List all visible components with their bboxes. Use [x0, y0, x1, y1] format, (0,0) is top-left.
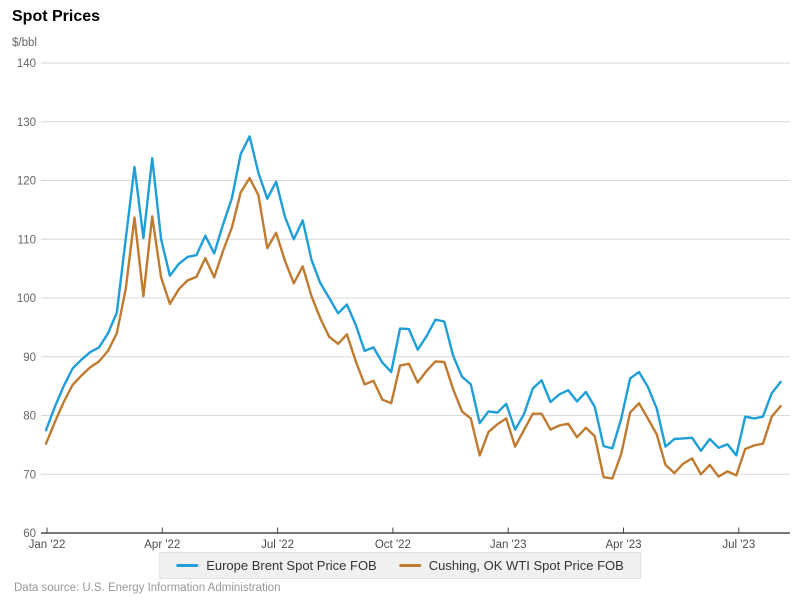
y-axis-labels: 140 130 120 110 100 90 80 70 60: [17, 58, 36, 540]
wti-line-swatch-icon: [398, 564, 421, 567]
y-gridlines: [41, 62, 790, 475]
x-tick-label: Jan '22: [29, 539, 66, 551]
y-tick-label: 60: [23, 528, 36, 540]
y-tick-label: 100: [17, 293, 36, 305]
legend-label-wti: Cushing, OK WTI Spot Price FOB: [428, 558, 624, 573]
brent-series-line[interactable]: [44, 135, 782, 457]
x-tick-label: Apr '22: [144, 539, 180, 551]
x-tick-label: Jul '22: [261, 539, 294, 551]
wti-series-line[interactable]: [44, 176, 782, 480]
y-tick-label: 120: [17, 176, 36, 188]
brent-line-swatch-icon: [176, 564, 199, 567]
x-tick-label: Apr '23: [605, 539, 641, 551]
legend-item-wti[interactable]: Cushing, OK WTI Spot Price FOB: [398, 558, 624, 573]
y-tick-label: 130: [17, 117, 36, 129]
y-tick-label: 140: [17, 58, 36, 70]
y-tick-label: 90: [23, 352, 36, 364]
legend-label-brent: Europe Brent Spot Price FOB: [206, 558, 377, 573]
x-tick-label: Jan '23: [490, 539, 527, 551]
x-tick-label: Jul '23: [722, 539, 755, 551]
y-tick-label: 110: [18, 234, 36, 246]
data-source-note: Data source: U.S. Energy Information Adm…: [14, 582, 281, 594]
x-tick-label: Oct '22: [375, 539, 411, 551]
x-axis-labels: Jan '22 Apr '22 Jul '22 Oct '22 Jan '23 Apr '…: [29, 527, 755, 551]
y-axis-units-label: $/bbl: [12, 37, 37, 49]
y-tick-label: 70: [23, 469, 36, 481]
chart-title: Spot Prices: [12, 8, 101, 25]
legend: Europe Brent Spot Price FOB Cushing, OK …: [159, 552, 641, 579]
y-tick-label: 80: [23, 411, 36, 423]
legend-item-brent[interactable]: Europe Brent Spot Price FOB: [176, 558, 377, 573]
